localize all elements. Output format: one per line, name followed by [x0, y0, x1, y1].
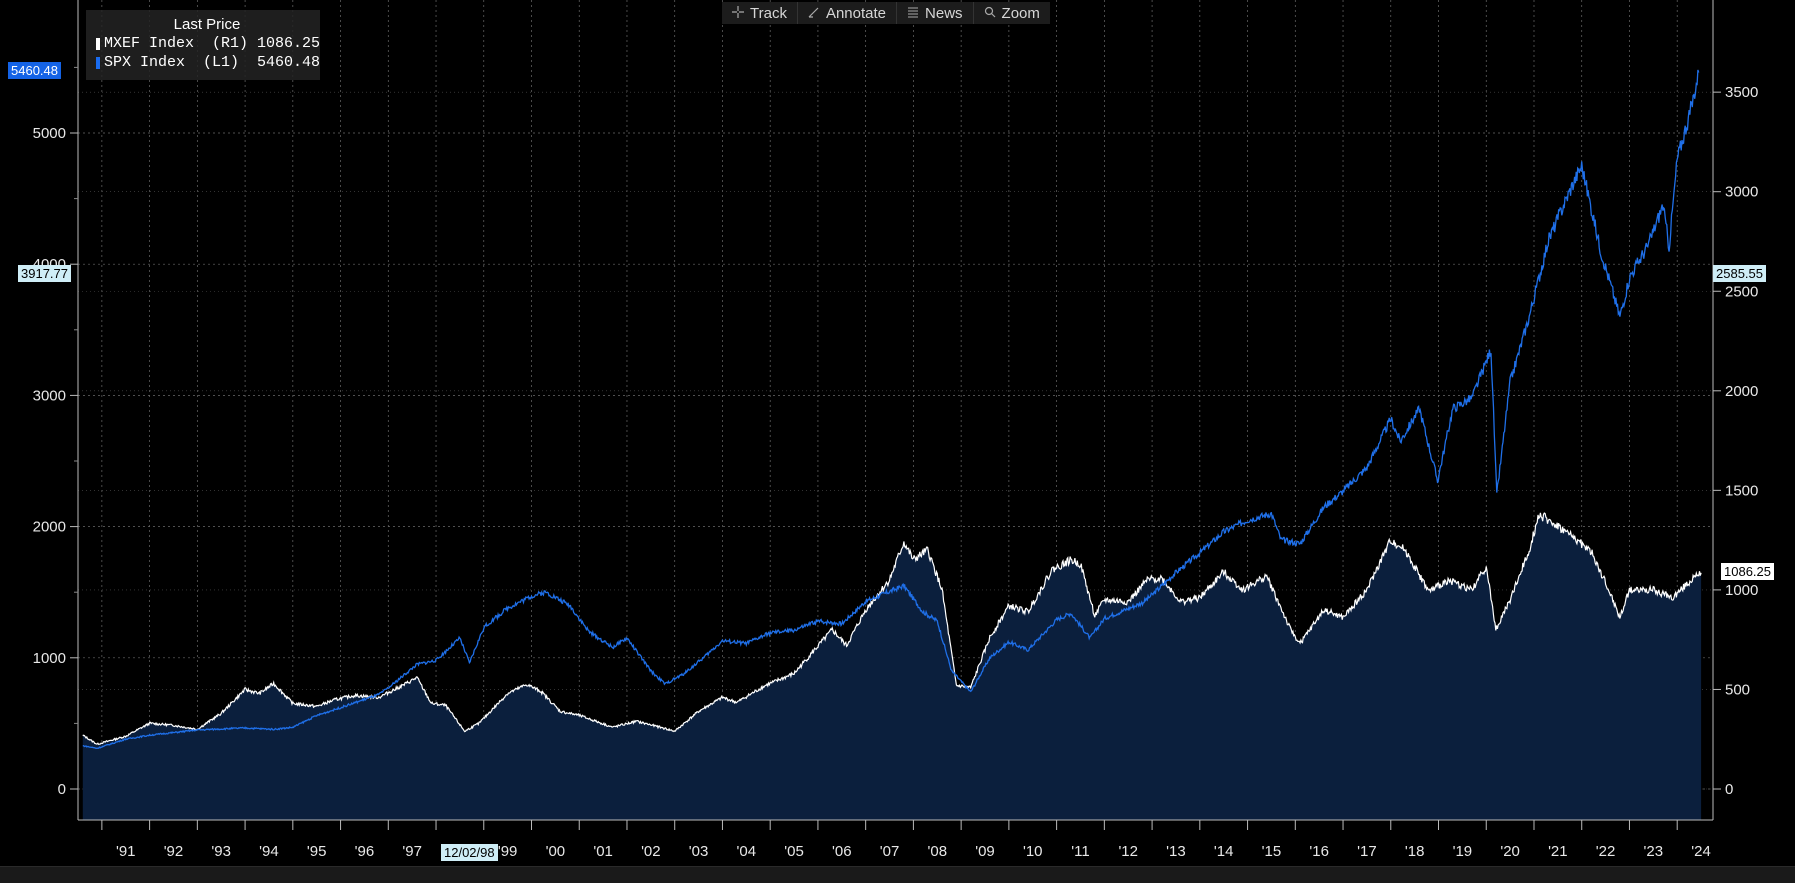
x-tick-label: '17: [1357, 843, 1377, 860]
x-tick-label: '16: [1309, 843, 1329, 860]
x-tick-label: '08: [927, 843, 947, 860]
x-tick-label: '05: [784, 843, 804, 860]
right-tick-label: 1500: [1725, 482, 1758, 499]
x-tick-label: '18: [1405, 843, 1425, 860]
left-cursor-value-flag: 3917.77: [18, 265, 71, 282]
mxef-line: [82, 512, 1702, 746]
mxef-area-fill: [82, 512, 1702, 820]
mxef-last-value-flag: 1086.25: [1721, 563, 1774, 580]
x-tick-label: '04: [737, 843, 757, 860]
legend-item-mxef[interactable]: MXEF Index (R1) 1086.25: [86, 34, 320, 53]
x-tick-label: '09: [975, 843, 995, 860]
left-tick-label: 5000: [33, 125, 66, 142]
pencil-icon: [808, 5, 820, 22]
x-tick-label: '12: [1118, 843, 1138, 860]
x-tick-label: '13: [1166, 843, 1186, 860]
x-tick-label: '97: [402, 843, 422, 860]
legend-label-spx: SPX Index (L1) 5460.48: [103, 54, 320, 71]
legend-swatch-spx: [96, 56, 100, 69]
legend-label-mxef: MXEF Index (R1) 1086.25: [103, 35, 320, 52]
news-icon: [907, 5, 919, 22]
left-tick-label: 3000: [33, 387, 66, 404]
right-tick-label: 1000: [1725, 582, 1758, 599]
right-tick-label: 2500: [1725, 283, 1758, 300]
grid-lines: [78, 0, 1713, 820]
right-tick-label: 3000: [1725, 184, 1758, 201]
x-tick-label: '93: [211, 843, 231, 860]
x-tick-label: '20: [1500, 843, 1520, 860]
left-tick-label: 0: [58, 781, 66, 798]
x-tick-label: '00: [546, 843, 566, 860]
x-tick-label: '06: [832, 843, 852, 860]
annotate-button[interactable]: Annotate: [798, 2, 898, 24]
x-tick-label: '22: [1596, 843, 1616, 860]
left-axis-ticks: 010002000300040005000: [33, 66, 78, 798]
x-tick-label: '15: [1262, 843, 1282, 860]
right-axis-ticks: 0 500 1000 1500 2000 2500 3000 3500: [1713, 84, 1758, 798]
news-label: News: [925, 4, 963, 22]
x-tick-label: '01: [593, 843, 613, 860]
legend-swatch-mxef: [96, 37, 100, 50]
x-tick-label: '14: [1214, 843, 1234, 860]
cursor-date-flag: 12/02/98: [441, 844, 498, 861]
right-tick-label: 500: [1725, 681, 1750, 698]
track-button[interactable]: Track: [722, 2, 798, 24]
axes: [77, 0, 1714, 821]
track-label: Track: [750, 4, 787, 22]
news-button[interactable]: News: [897, 2, 974, 24]
x-tick-label: '94: [259, 843, 279, 860]
spx-last-value-flag: 5460.48: [8, 62, 61, 79]
zoom-button[interactable]: Zoom: [974, 2, 1050, 24]
mxef-area: [82, 512, 1702, 820]
spx-line: [82, 69, 1700, 749]
x-tick-label: '11: [1071, 843, 1089, 860]
right-cursor-value-flag: 2585.55: [1713, 265, 1766, 282]
x-tick-label: '96: [355, 843, 375, 860]
series-lines: [82, 69, 1702, 749]
x-axis-ticks: '91'92'93'94'95'96'97'98'99'00'01'02'03'…: [101, 820, 1711, 860]
legend-item-spx[interactable]: SPX Index (L1) 5460.48: [86, 53, 320, 72]
zoom-label: Zoom: [1001, 4, 1040, 22]
x-tick-label: '19: [1453, 843, 1473, 860]
right-tick-label: 0: [1725, 781, 1733, 798]
left-tick-label: 2000: [33, 519, 66, 536]
x-tick-label: '24: [1691, 843, 1711, 860]
x-tick-label: '23: [1644, 843, 1664, 860]
crosshair-icon: [732, 5, 744, 22]
chart-legend: Last Price MXEF Index (R1) 1086.25 SPX I…: [86, 10, 320, 80]
x-tick-label: '10: [1023, 843, 1043, 860]
magnifier-icon: [984, 5, 996, 22]
right-tick-label: 3500: [1725, 84, 1758, 101]
x-tick-label: '07: [880, 843, 900, 860]
right-tick-label: 2000: [1725, 383, 1758, 400]
x-tick-label: '21: [1548, 843, 1568, 860]
chart-toolbar: Track Annotate News Zoom: [722, 2, 1050, 24]
annotate-label: Annotate: [825, 4, 887, 22]
left-tick-label: 1000: [33, 650, 66, 667]
x-tick-label: '99: [498, 843, 518, 860]
bottom-status-bar: [0, 866, 1795, 883]
x-tick-label: '02: [641, 843, 661, 860]
legend-header: Last Price: [173, 16, 241, 33]
x-tick-label: '92: [164, 843, 184, 860]
x-tick-label: '91: [116, 843, 136, 860]
x-tick-label: '95: [307, 843, 327, 860]
x-tick-label: '03: [689, 843, 709, 860]
